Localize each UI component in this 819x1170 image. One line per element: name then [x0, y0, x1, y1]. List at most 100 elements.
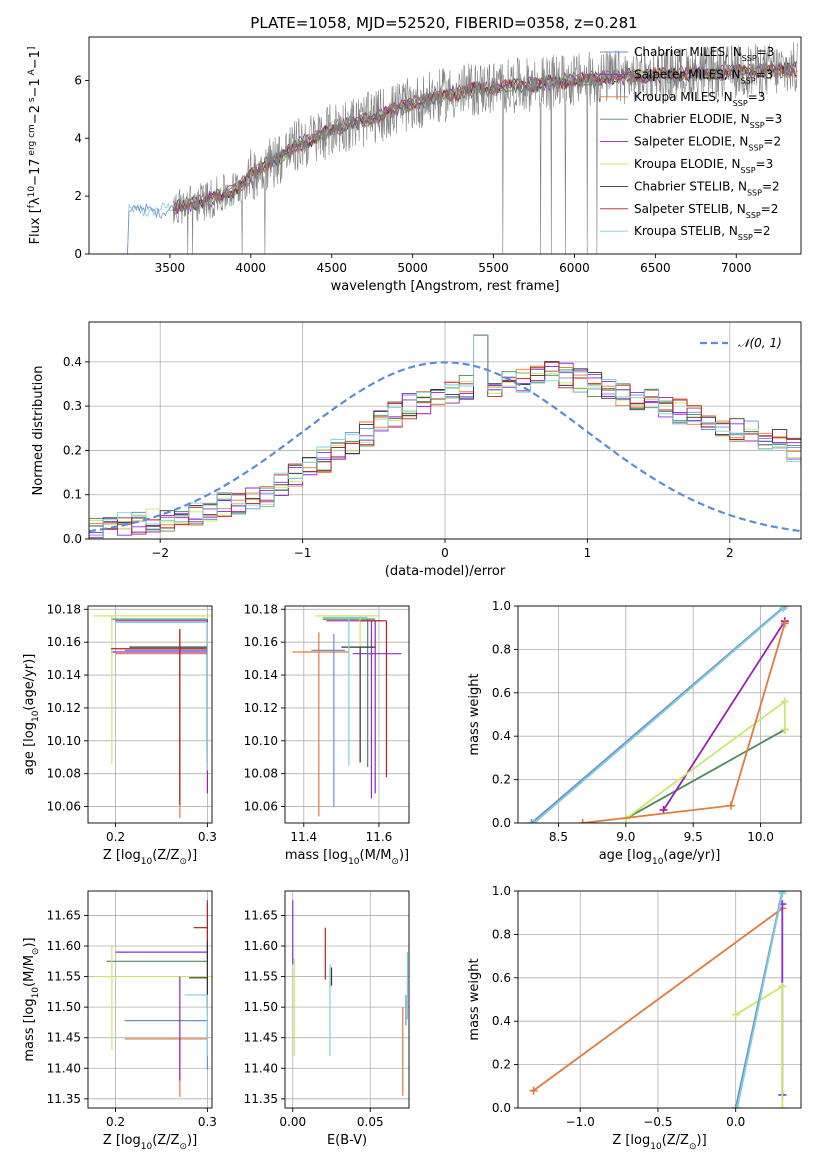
- x-axis-label-part: Z [log: [612, 1133, 650, 1148]
- mass-weight-marker: [778, 891, 787, 898]
- legend-label-part: =3: [748, 90, 766, 104]
- y-tick-label: 0: [74, 247, 82, 261]
- x-tick-label: 8.5: [549, 830, 568, 844]
- x-axis-label-part: ⊙: [179, 857, 187, 867]
- legend-label: Salpeter MILES, NSSP=3: [634, 67, 773, 85]
- y-axis-label-part: s: [27, 97, 37, 105]
- legend-label-part: Chabrier ELODIE, N: [634, 112, 750, 126]
- x-tick-label: 11.6: [366, 830, 393, 844]
- x-axis-label-part: ⊙: [179, 1142, 187, 1152]
- y-tick-label: 10.12: [244, 701, 278, 715]
- y-tick-label: 10.16: [47, 635, 81, 649]
- axes-frame: [284, 605, 410, 824]
- x-tick-label: −1.0: [566, 1115, 595, 1129]
- y-tick-label: 11.65: [244, 908, 278, 922]
- x-tick-label: 2: [726, 546, 734, 560]
- y-tick-label: 0.4: [492, 729, 511, 743]
- x-axis-label-part: 10: [141, 857, 153, 867]
- axes-frame: [88, 36, 802, 255]
- legend-label-part: =2: [753, 224, 771, 238]
- legend-label-part: SSP: [741, 166, 756, 175]
- y-tick-label: 0.0: [492, 1101, 511, 1115]
- mass-weight-series: [625, 728, 786, 820]
- x-tick-label: 0.3: [198, 830, 217, 844]
- x-axis-label-part: Z [log: [103, 848, 141, 863]
- y-tick-label: 10.14: [244, 668, 278, 682]
- legend-label-part: =2: [763, 135, 781, 149]
- legend-label: Salpeter ELODIE, NSSP=2: [634, 135, 781, 153]
- x-axis-label-part: 10: [348, 857, 360, 867]
- y-axis-label-part: (age/yr)]: [22, 654, 37, 711]
- y-tick-label: 4: [74, 131, 82, 145]
- y-tick-label: 0.4: [63, 355, 82, 369]
- y-axis-label: mass weight: [467, 958, 482, 1040]
- mass-weight-marker: [778, 1104, 787, 1108]
- x-tick-label: 0.00: [279, 1115, 306, 1129]
- y-axis-label: Normed distribution: [31, 366, 46, 496]
- y-axis-label-part: λ: [28, 197, 43, 205]
- y-axis-label-part: f: [27, 204, 37, 208]
- legend-label-part: SSP: [747, 188, 762, 197]
- y-axis-label: Flux [fλ10−17 erg cm−2 s−1 A−1]: [27, 47, 43, 245]
- x-axis-label-part: age [log: [599, 848, 652, 863]
- legend-label-part: Chabrier STELIB, N: [634, 179, 747, 193]
- y-tick-label: 10.16: [244, 635, 278, 649]
- y-axis-label-part: ⊙: [31, 948, 41, 956]
- weight-vs-age-panel: 8.5 9.0 9.5 10.0 0.0 0.2 0.4 0.6 0.8 1.0 age [log1…: [467, 599, 802, 867]
- axes-frame: [87, 605, 213, 824]
- y-tick-label: 1.0: [492, 599, 511, 613]
- mass-weight-marker: [780, 697, 789, 706]
- legend-label-part: Salpeter STELIB, N: [634, 202, 746, 216]
- y-axis-label-part: A: [27, 68, 37, 78]
- y-axis-label-part: 10: [31, 987, 41, 999]
- x-tick-label: 6000: [559, 261, 590, 275]
- y-tick-label: 11.55: [47, 970, 81, 984]
- x-tick-label: 11.4: [290, 830, 317, 844]
- y-tick-label: 11.35: [47, 1092, 81, 1106]
- x-axis-label-part: )]: [399, 848, 409, 863]
- x-tick-label: 4500: [316, 261, 347, 275]
- legend-label-part: Kroupa MILES, N: [634, 90, 733, 104]
- y-tick-label: 10.14: [47, 668, 81, 682]
- mass-weight-marker: [578, 819, 587, 823]
- y-axis-label-part: −17: [28, 158, 43, 185]
- legend-label-part: SSP: [748, 143, 763, 152]
- age-vs-metallicity-panel: 0.2 0.3 10.06 10.08 10.10 10.12 10.14 10.16 10.1…: [22, 602, 217, 867]
- age-vs-mass-panel: 11.4 11.6 10.06 10.08 10.10 10.12 10.14 10.16 10…: [244, 602, 410, 867]
- y-tick-label: 10.08: [244, 767, 278, 781]
- x-tick-label: 6500: [640, 261, 671, 275]
- spectrum-panel: 3500 4000 4500 5000 5500 6000 6500 7000 0 2 4 6 wave…: [27, 36, 802, 294]
- legend-label-part: =2: [761, 202, 779, 216]
- legend-label-part: Salpeter MILES, N: [634, 67, 741, 81]
- y-tick-label: 0.6: [492, 971, 511, 985]
- y-tick-label: 10.12: [47, 701, 81, 715]
- x-axis-label: Z [log10(Z/Z⊙)]: [103, 1133, 197, 1152]
- x-axis-label: mass [log10(M/M⊙)]: [285, 848, 409, 867]
- y-axis-label-part: 10: [27, 186, 37, 198]
- y-axis-label: age [log10(age/yr)]: [22, 654, 41, 776]
- legend-label: Chabrier STELIB, NSSP=2: [634, 179, 780, 197]
- y-axis-label-part: −1: [28, 50, 43, 69]
- normal-curve: [89, 361, 801, 533]
- y-tick-label: 0.8: [492, 927, 511, 941]
- y-axis-label-part: ]: [27, 47, 37, 51]
- x-axis-label-part: (Z/Z: [662, 1133, 689, 1148]
- x-axis-label-part: )]: [697, 1133, 707, 1148]
- x-tick-label: 0.05: [357, 1115, 384, 1129]
- y-tick-label: 11.45: [47, 1031, 81, 1045]
- y-axis-label: mass weight: [467, 673, 482, 755]
- y-tick-label: 0.4: [492, 1014, 511, 1028]
- mass-weight-marker: [529, 1086, 538, 1095]
- legend-label-part: Kroupa ELODIE, N: [634, 157, 741, 171]
- x-axis-label-part: (Z/Z: [152, 1133, 179, 1148]
- y-tick-label: 0.0: [63, 532, 82, 546]
- x-axis-label-part: ⊙: [689, 1142, 697, 1152]
- weight-vs-metallicity-panel: −1.0 −0.5 0.0 0.0 0.2 0.4 0.6 0.8 1.0 Z [log10(Z/…: [467, 884, 802, 1152]
- y-tick-label: 10.18: [244, 602, 278, 616]
- y-tick-label: 0.0: [492, 816, 511, 830]
- panels: 3500 4000 4500 5000 5500 6000 6500 7000 0 2 4 6 wave…: [22, 36, 802, 1152]
- y-tick-label: 2: [74, 189, 82, 203]
- mass-weight-marker: [780, 619, 789, 628]
- legend-label-part: =2: [762, 179, 780, 193]
- legend-label-part: SSP: [746, 210, 761, 219]
